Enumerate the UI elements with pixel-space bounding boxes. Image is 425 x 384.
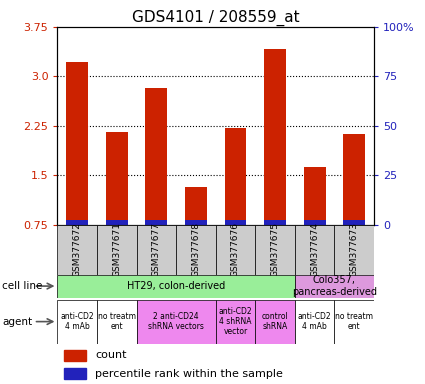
FancyBboxPatch shape	[295, 300, 334, 344]
Bar	[145, 220, 167, 225]
FancyBboxPatch shape	[255, 300, 295, 344]
Bar	[224, 128, 246, 225]
FancyBboxPatch shape	[57, 225, 97, 275]
Text: GSM377674: GSM377674	[310, 222, 319, 277]
Text: percentile rank within the sample: percentile rank within the sample	[95, 369, 283, 379]
FancyBboxPatch shape	[334, 300, 374, 344]
Bar	[343, 220, 365, 225]
FancyBboxPatch shape	[176, 225, 215, 275]
Text: anti-CD2
4 mAb: anti-CD2 4 mAb	[298, 312, 332, 331]
FancyBboxPatch shape	[215, 225, 255, 275]
Text: GSM377677: GSM377677	[152, 222, 161, 277]
Bar	[106, 220, 128, 225]
Bar	[185, 187, 207, 225]
Text: no treatm
ent: no treatm ent	[98, 312, 136, 331]
Bar	[145, 88, 167, 225]
FancyBboxPatch shape	[334, 225, 374, 275]
Text: anti-CD2
4 mAb: anti-CD2 4 mAb	[60, 312, 94, 331]
Text: agent: agent	[2, 316, 32, 327]
Text: GSM377678: GSM377678	[191, 222, 201, 277]
Bar	[264, 49, 286, 225]
Bar	[106, 132, 128, 225]
FancyBboxPatch shape	[295, 275, 374, 298]
Bar	[66, 62, 88, 225]
Text: no treatm
ent: no treatm ent	[335, 312, 373, 331]
FancyBboxPatch shape	[97, 300, 136, 344]
Bar	[66, 220, 88, 225]
Bar	[304, 167, 326, 225]
FancyBboxPatch shape	[215, 300, 255, 344]
Bar	[64, 368, 86, 379]
Text: cell line: cell line	[2, 281, 42, 291]
Text: control
shRNA: control shRNA	[262, 312, 289, 331]
Bar	[64, 350, 86, 361]
Text: GSM377673: GSM377673	[350, 222, 359, 277]
FancyBboxPatch shape	[295, 225, 334, 275]
Bar	[304, 220, 326, 225]
Text: GSM377672: GSM377672	[73, 222, 82, 277]
Text: GSM377675: GSM377675	[271, 222, 280, 277]
Text: 2 anti-CD24
shRNA vectors: 2 anti-CD24 shRNA vectors	[148, 312, 204, 331]
Text: HT29, colon-derived: HT29, colon-derived	[127, 281, 225, 291]
Text: GSM377671: GSM377671	[112, 222, 121, 277]
Bar	[343, 134, 365, 225]
Bar	[264, 220, 286, 225]
Title: GDS4101 / 208559_at: GDS4101 / 208559_at	[132, 9, 300, 25]
Bar	[185, 220, 207, 225]
FancyBboxPatch shape	[136, 300, 215, 344]
FancyBboxPatch shape	[57, 300, 97, 344]
FancyBboxPatch shape	[136, 225, 176, 275]
FancyBboxPatch shape	[255, 225, 295, 275]
FancyBboxPatch shape	[97, 225, 136, 275]
Text: Colo357,
pancreas-derived: Colo357, pancreas-derived	[292, 275, 377, 297]
Bar	[224, 220, 246, 225]
Text: count: count	[95, 351, 127, 361]
Text: anti-CD2
4 shRNA
vector: anti-CD2 4 shRNA vector	[219, 307, 252, 336]
FancyBboxPatch shape	[57, 275, 295, 298]
Text: GSM377676: GSM377676	[231, 222, 240, 277]
